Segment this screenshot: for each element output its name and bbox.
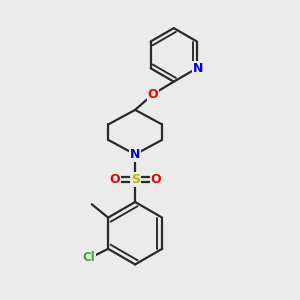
Text: N: N xyxy=(193,62,204,75)
Text: O: O xyxy=(151,173,161,186)
Text: S: S xyxy=(130,173,140,186)
Text: N: N xyxy=(130,148,140,161)
Text: O: O xyxy=(148,88,158,101)
Text: Cl: Cl xyxy=(82,251,95,264)
Text: O: O xyxy=(109,173,120,186)
